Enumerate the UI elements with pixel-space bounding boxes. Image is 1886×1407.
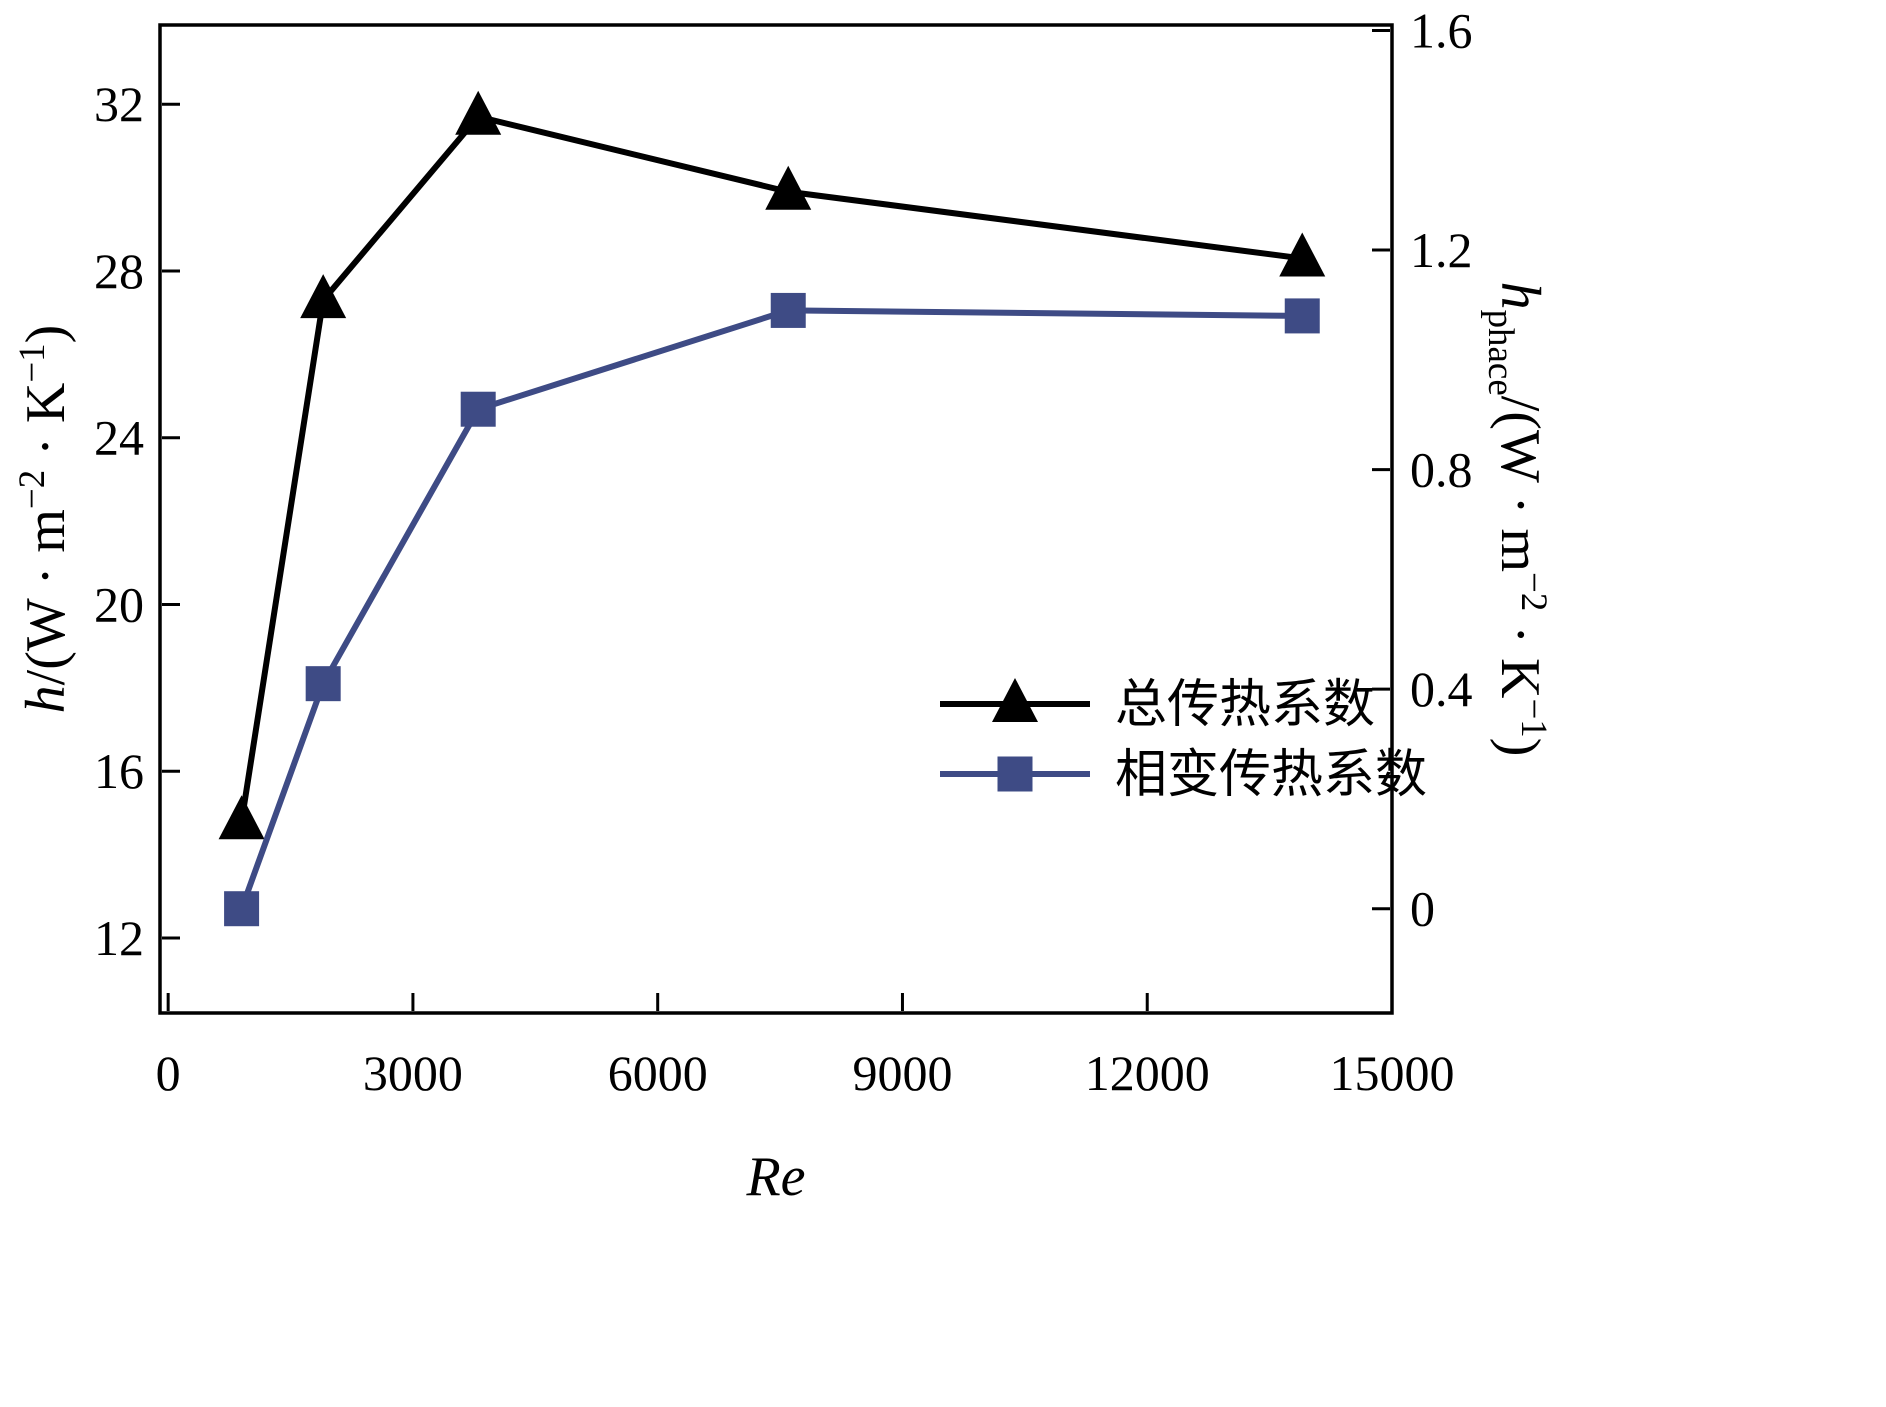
y-left-tick-label: 24 — [94, 410, 144, 466]
axis-title-part: /(W · m — [15, 509, 77, 685]
marker-triangle — [1279, 232, 1326, 277]
y-right-tick-label: 0.4 — [1410, 661, 1473, 717]
marker-square — [460, 391, 496, 427]
axis-title-part: −2 — [1514, 572, 1555, 611]
axis-title-part: ) — [15, 325, 77, 344]
series-line — [238, 307, 1303, 910]
y-right-tick-label: 0 — [1410, 881, 1435, 937]
marker-square — [997, 756, 1033, 792]
series-1 — [224, 292, 1320, 927]
axis-title-part: ) — [1489, 738, 1551, 757]
series-0 — [218, 90, 1326, 840]
y-right-tick-label: 1.2 — [1410, 222, 1473, 278]
marker-square — [224, 891, 260, 927]
marker-triangle — [218, 795, 265, 840]
axis-title-part: h — [15, 685, 77, 713]
y-axis-left: 12 16 20 24 28 32 — [94, 76, 180, 966]
y-right-tick-label: 0.8 — [1410, 442, 1473, 498]
y-left-tick-label: 32 — [94, 76, 144, 132]
marker-triangle — [992, 678, 1038, 722]
y-left-tick-label: 12 — [94, 910, 144, 966]
y-left-tick-label: 16 — [94, 743, 144, 799]
axis-title-part: · K — [15, 383, 77, 470]
legend-label: 相变传热系数 — [1115, 747, 1427, 804]
plot-frame — [158, 23, 1394, 1015]
legend-item: 总传热系数 — [940, 677, 1375, 734]
marker-square — [305, 666, 341, 702]
axis-title-part: /(W · m — [1489, 396, 1551, 572]
series — [218, 90, 1326, 927]
x-tick-label: 0 — [156, 1045, 181, 1101]
x-tick-label: 12000 — [1085, 1045, 1210, 1101]
y-left-tick-label: 20 — [94, 576, 144, 632]
marker-square — [770, 292, 806, 328]
x-tick-label: 6000 — [608, 1045, 708, 1101]
x-tick-label: 3000 — [363, 1045, 463, 1101]
axis-title-part: phace — [1481, 310, 1522, 396]
axis-title-part: −1 — [1514, 698, 1555, 737]
y-axis-right-title: hphace/(W · m−2 · K−1) — [1481, 282, 1555, 757]
x-axis: 0 3000 6000 9000 12000 15000 — [156, 993, 1455, 1101]
axis-title-part: −2 — [11, 470, 52, 509]
y-axis-left-title: h/(W · m−2 · K−1) — [11, 325, 77, 714]
axis-title-part: Re — [745, 1146, 805, 1208]
marker-square — [1284, 298, 1320, 334]
axis-title-part: h — [1489, 282, 1551, 310]
x-tick-label: 15000 — [1330, 1045, 1455, 1101]
legend-item: 相变传热系数 — [940, 747, 1427, 804]
axis-title-part: · K — [1489, 611, 1551, 698]
legend-label: 总传热系数 — [1115, 677, 1375, 734]
axis-title-part: −1 — [11, 343, 52, 382]
marker-triangle — [300, 274, 347, 319]
x-axis-title: Re — [745, 1146, 805, 1208]
x-tick-label: 9000 — [852, 1045, 952, 1101]
y-left-tick-label: 28 — [94, 243, 144, 299]
marker-triangle — [455, 90, 502, 135]
marker-triangle — [765, 165, 812, 210]
y-right-tick-label: 1.6 — [1410, 2, 1473, 58]
y-axis-right: 0 0.4 0.8 1.2 1.6 — [1372, 2, 1473, 937]
